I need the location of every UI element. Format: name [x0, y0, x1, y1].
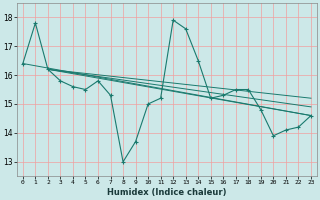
X-axis label: Humidex (Indice chaleur): Humidex (Indice chaleur): [107, 188, 227, 197]
